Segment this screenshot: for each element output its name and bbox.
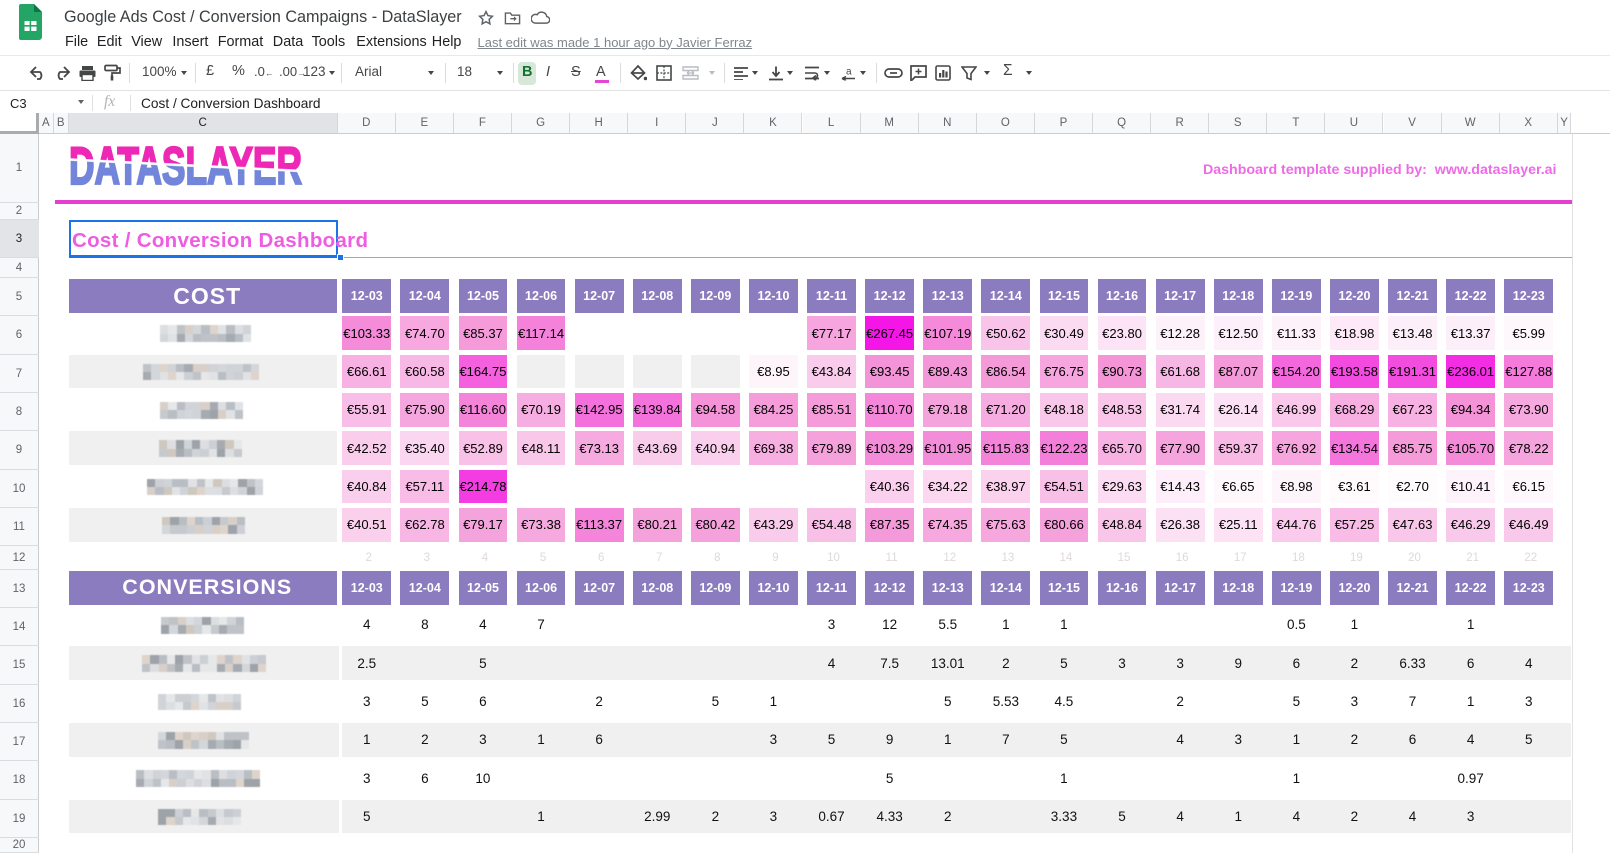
svg-text:DATASLAYER: DATASLAYER [69, 143, 302, 189]
svg-text:a: a [846, 66, 852, 77]
